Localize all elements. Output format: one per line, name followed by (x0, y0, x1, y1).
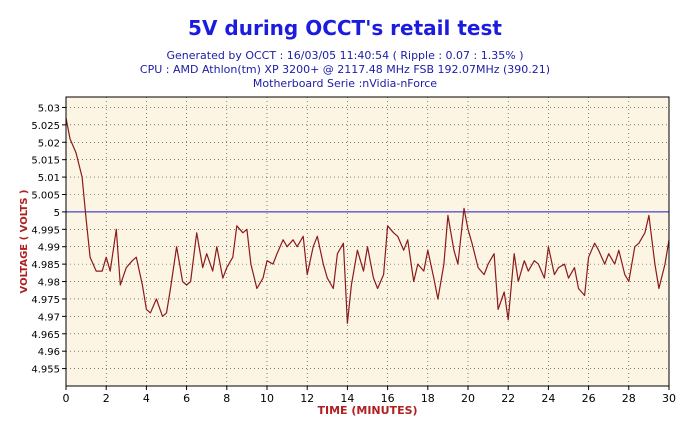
chart-title: 5V during OCCT's retail test (188, 16, 502, 40)
x-tick-label: 4 (143, 392, 150, 405)
x-tick-label: 10 (260, 392, 274, 405)
axes: 0 2 4 6 8 10 12 14 16 18 20 22 24 26 28 304.9554.964.96… (31, 103, 676, 405)
y-tick-label: 4.975 (31, 295, 60, 306)
x-tick-label: 14 (340, 392, 354, 405)
y-tick-label: 5.02 (38, 138, 60, 149)
x-tick-label: 16 (381, 392, 395, 405)
chart-subtitle-cpu: CPU : AMD Athlon(tm) XP 3200+ @ 2117.48 … (139, 63, 551, 76)
y-tick-label: 5.01 (38, 173, 60, 184)
x-tick-label: 26 (582, 392, 596, 405)
x-tick-label: 6 (183, 392, 190, 405)
chart-subtitle-generated: Generated by OCCT : 16/03/05 11:40:54 ( … (166, 49, 524, 62)
x-tick-label: 30 (662, 392, 676, 405)
x-tick-label: 18 (421, 392, 435, 405)
y-tick-label: 4.985 (31, 260, 60, 271)
x-tick-label: 22 (501, 392, 515, 405)
gridlines (66, 97, 669, 386)
x-tick-label: 8 (223, 392, 230, 405)
x-tick-label: 12 (300, 392, 314, 405)
y-tick-label: 5.005 (31, 190, 60, 201)
y-tick-label: 4.96 (38, 347, 60, 358)
plot-area (66, 97, 669, 386)
y-tick-label: 4.965 (31, 330, 60, 341)
x-tick-label: 24 (541, 392, 555, 405)
y-tick-label: 5.025 (31, 121, 60, 132)
y-axis-label: VOLTAGE ( VOLTS ) (19, 190, 30, 294)
y-tick-label: 4.98 (38, 278, 60, 289)
x-axis-label: TIME (MINUTES) (317, 404, 417, 417)
y-tick-label: 4.97 (38, 312, 60, 323)
plot-frame (65, 96, 670, 387)
x-tick-label: 20 (461, 392, 475, 405)
x-tick-label: 2 (103, 392, 110, 405)
y-tick-label: 5.03 (38, 103, 60, 114)
y-tick-label: 4.99 (38, 243, 60, 254)
y-tick-label: 4.955 (31, 365, 60, 376)
chart-subtitle-motherboard: Motherboard Serie :nVidia-nForce (252, 77, 438, 90)
x-tick-label: 28 (622, 392, 636, 405)
y-tick-label: 4.995 (31, 225, 60, 236)
y-tick-label: 5 (54, 208, 60, 219)
x-tick-label: 0 (63, 392, 70, 405)
y-tick-label: 5.015 (31, 156, 60, 167)
voltage-series-line (65, 117, 670, 324)
